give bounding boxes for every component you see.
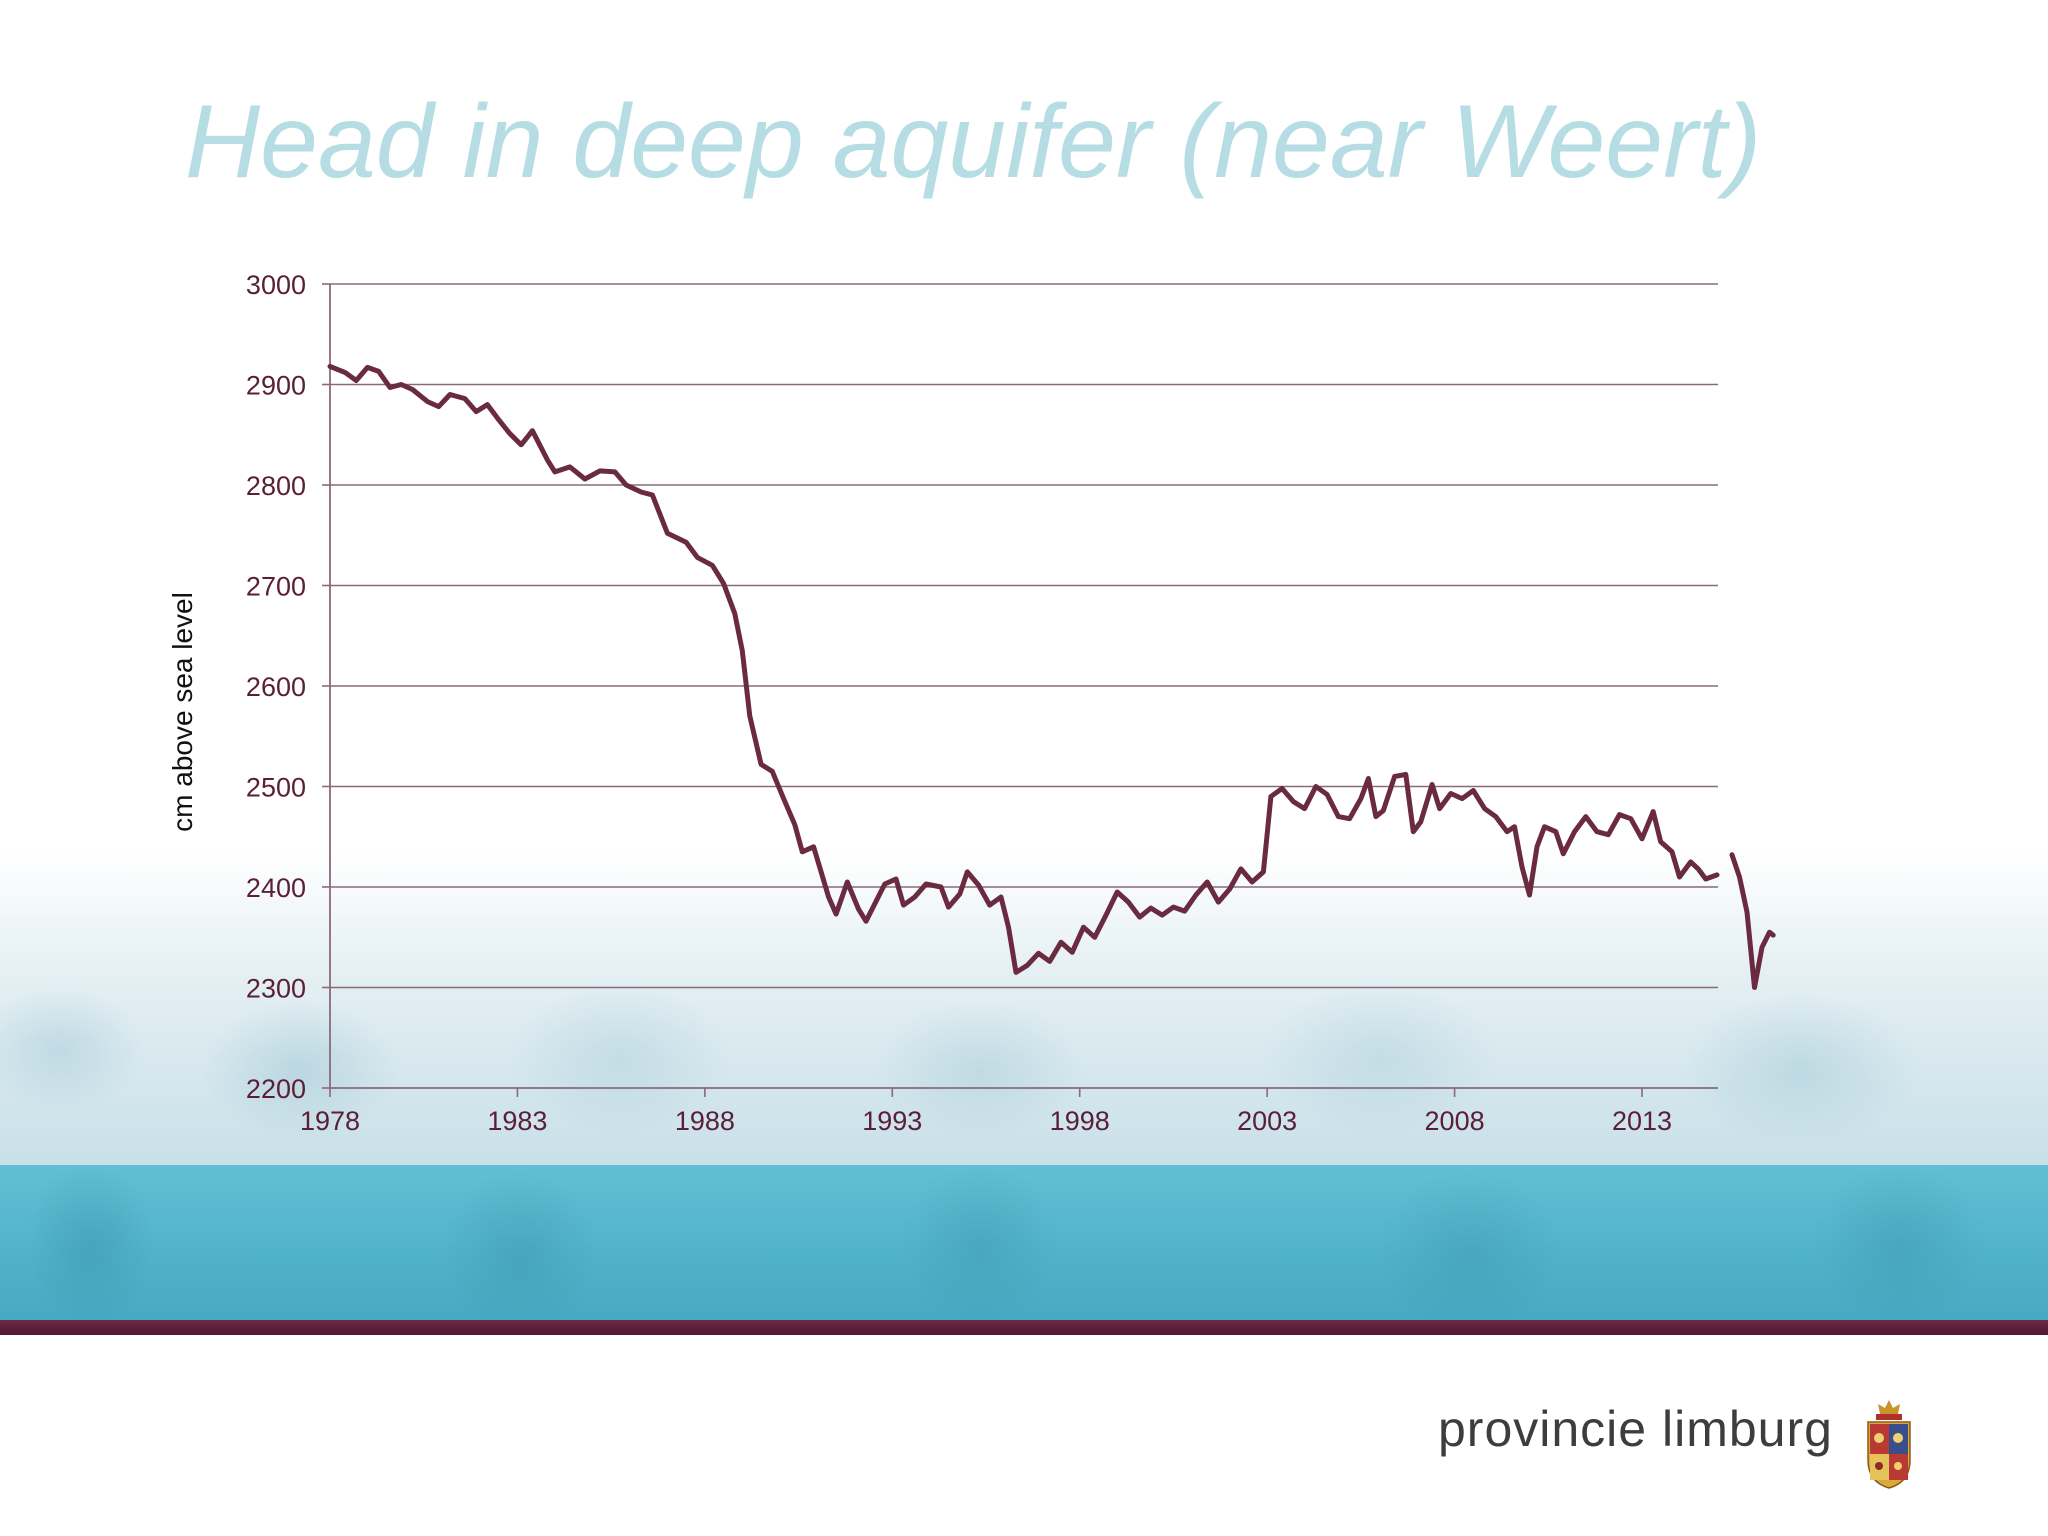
y-tick-label: 2800 xyxy=(246,471,306,501)
y-tick-label: 2300 xyxy=(246,974,306,1004)
footer-teal-band xyxy=(0,1165,2048,1320)
x-tick-label: 1998 xyxy=(1050,1106,1110,1136)
y-tick-label: 2900 xyxy=(246,371,306,401)
x-tick-label: 1983 xyxy=(487,1106,547,1136)
y-tick-label: 2400 xyxy=(246,873,306,903)
brand-wordmark: provincie limburg xyxy=(1438,1401,1833,1457)
y-axis-tick-labels: 2200 2300 2400 2500 2600 2700 2800 2900 3000 xyxy=(246,270,306,1104)
slide-title: Head in deep aquifer (near Weert) xyxy=(185,84,1762,200)
line-chart: 2200 2300 2400 2500 2600 2700 2800 2900 3000 197… xyxy=(167,270,1776,1136)
coat-of-arms-icon xyxy=(1867,1400,1911,1489)
x-axis-tick-labels: 1978 1983 1988 1993 1998 2003 2008 2013 xyxy=(300,1106,1672,1136)
y-tick-label: 2700 xyxy=(246,572,306,602)
y-tick-label: 2600 xyxy=(246,672,306,702)
x-tick-label: 2013 xyxy=(1612,1106,1672,1136)
x-tick-label: 1993 xyxy=(862,1106,922,1136)
background-crowd-photo xyxy=(0,900,2048,1170)
chart-series-layer xyxy=(327,363,1776,990)
y-tick-label: 2500 xyxy=(246,773,306,803)
y-tick-label: 3000 xyxy=(246,270,306,300)
footer-band-texture xyxy=(0,1165,2048,1320)
series-line-segment-1 xyxy=(327,363,1720,975)
x-tick-label: 2008 xyxy=(1425,1106,1485,1136)
x-tick-label: 1988 xyxy=(675,1106,735,1136)
y-tick-label: 2200 xyxy=(246,1074,306,1104)
chart-axes xyxy=(322,283,1718,1097)
series-line-segment-2 xyxy=(1729,852,1776,990)
footer-maroon-rule xyxy=(0,1320,2048,1335)
chart-gridlines xyxy=(330,283,1718,989)
y-axis-label: cm above sea level xyxy=(167,592,198,832)
x-tick-label: 1978 xyxy=(300,1106,360,1136)
x-tick-label: 2003 xyxy=(1237,1106,1297,1136)
